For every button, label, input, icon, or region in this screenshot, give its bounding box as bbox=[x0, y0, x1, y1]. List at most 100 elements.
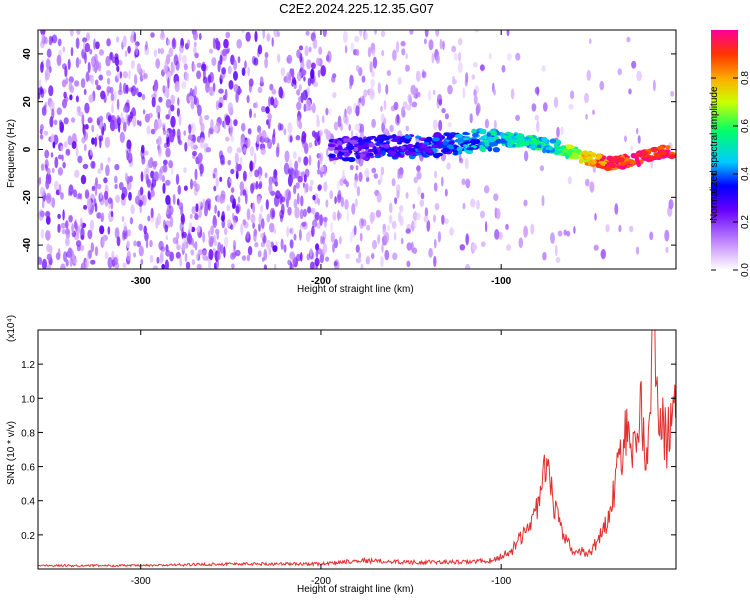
spectrogram-cell bbox=[483, 185, 490, 194]
spectrogram-cell bbox=[94, 184, 98, 196]
spectrogram-cell bbox=[536, 120, 540, 133]
spectrogram-cell bbox=[177, 135, 181, 144]
spectrogram-cell bbox=[147, 190, 151, 200]
spectrogram-cell bbox=[444, 113, 449, 120]
spectrogram-cell bbox=[144, 113, 150, 123]
spectrogram-cell bbox=[434, 170, 437, 179]
spectrogram-cell bbox=[649, 231, 654, 241]
spectrogram-cell bbox=[289, 159, 293, 170]
spectrogram-cell bbox=[342, 31, 348, 43]
spectrogram-cell bbox=[219, 196, 224, 204]
spectrogram-cell bbox=[162, 85, 166, 94]
spectrogram-cell bbox=[573, 226, 576, 234]
spectrogram-xlabel: Height of straight line (km) bbox=[297, 284, 414, 295]
spectrogram-cell bbox=[254, 30, 258, 43]
spectrogram-cell bbox=[61, 228, 66, 235]
spectrogram-cell bbox=[510, 88, 515, 100]
spectrogram-cell bbox=[323, 165, 327, 177]
spectrogram-cell bbox=[433, 182, 438, 192]
spectrogram-cell bbox=[354, 123, 361, 131]
spectrogram-cell bbox=[301, 131, 307, 143]
spectrogram-cell bbox=[114, 183, 118, 190]
spectrogram-cell bbox=[358, 97, 362, 103]
spectrogram-cell bbox=[409, 30, 414, 35]
spectrogram-cell bbox=[212, 173, 216, 179]
spectrogram-cell bbox=[259, 76, 264, 84]
spectrogram-cell bbox=[45, 215, 51, 225]
spectrogram-cell bbox=[96, 84, 102, 91]
spectrogram-cell bbox=[161, 122, 166, 128]
spectrogram-cell bbox=[264, 57, 268, 69]
spectrogram-ridge-cell bbox=[499, 139, 508, 144]
spectrogram-cell bbox=[416, 165, 421, 172]
spectrogram-cell bbox=[218, 150, 224, 160]
spectrogram-cell bbox=[271, 37, 274, 47]
spectrogram-cell bbox=[312, 219, 318, 228]
spectrogram-cell bbox=[288, 190, 291, 201]
spectrogram-cell bbox=[156, 138, 159, 145]
spectrogram-cell bbox=[144, 46, 150, 56]
spectrogram-ridge-cell bbox=[545, 149, 551, 154]
spectrogram-cell bbox=[381, 243, 384, 253]
spectrogram-cell bbox=[208, 258, 212, 269]
spectrogram-cell bbox=[129, 217, 133, 225]
spectrogram-cell bbox=[423, 215, 429, 223]
spectrogram-ridge-cell bbox=[630, 153, 637, 158]
spectrogram-cell bbox=[246, 232, 249, 240]
spectrogram-cell bbox=[114, 163, 120, 171]
spectrogram-cell bbox=[40, 61, 44, 73]
spectrogram-cell bbox=[146, 164, 150, 175]
spectrogram-cell bbox=[317, 223, 321, 229]
spectrogram-cell bbox=[274, 97, 278, 106]
spectrogram-cell bbox=[188, 124, 192, 135]
spectrogram-cell bbox=[464, 263, 471, 269]
spectrogram-cell bbox=[198, 32, 202, 41]
spectrogram-cell bbox=[267, 138, 273, 150]
spectrogram-ridge-cell bbox=[381, 150, 386, 156]
spectrogram-cell bbox=[221, 67, 227, 75]
spectrogram-ridge-cell bbox=[433, 132, 442, 138]
spectrogram-ridge-cell bbox=[432, 152, 441, 159]
spectrogram-cell bbox=[314, 257, 320, 267]
spectrogram-cell bbox=[107, 157, 111, 163]
spectrogram-ridge-cell bbox=[364, 142, 369, 148]
spectrogram-cell bbox=[104, 136, 111, 149]
spectrogram-cell bbox=[372, 239, 377, 250]
spectrogram-cell bbox=[289, 135, 293, 143]
spectrogram-ridge-cell bbox=[436, 140, 441, 147]
spectrogram-cell bbox=[628, 88, 632, 95]
spectrogram-cell bbox=[86, 198, 92, 210]
spectrogram-cell bbox=[624, 135, 627, 143]
spectrogram-cell bbox=[83, 127, 86, 138]
spectrogram-cell bbox=[65, 228, 70, 235]
spectrogram-cell bbox=[377, 82, 381, 95]
spectrogram-cell bbox=[175, 173, 180, 185]
spectrogram-cell bbox=[96, 133, 99, 140]
spectrogram-cell bbox=[464, 157, 469, 170]
spectrogram-cell bbox=[98, 135, 104, 142]
spectrogram-cell bbox=[325, 107, 329, 116]
spectrogram-cell bbox=[366, 224, 371, 231]
spectrogram-cell bbox=[123, 121, 127, 132]
spectrogram-cell bbox=[80, 244, 85, 252]
spectrogram-cell bbox=[77, 155, 83, 164]
spectrogram-cell bbox=[305, 30, 310, 36]
spectrogram-cell bbox=[542, 251, 547, 261]
spectrogram-ridge-cell bbox=[506, 142, 512, 145]
spectrogram-cell bbox=[184, 252, 188, 263]
spectrogram-ridge-cell bbox=[454, 133, 463, 139]
spectrogram-cell bbox=[256, 196, 261, 205]
spectrogram-cell bbox=[194, 168, 198, 181]
spectrogram-cell bbox=[373, 173, 378, 179]
spectrogram-cell bbox=[423, 38, 427, 45]
spectrogram-cell bbox=[133, 74, 138, 85]
spectrogram-cell bbox=[343, 179, 348, 185]
spectrogram-cell bbox=[144, 150, 149, 156]
spectrogram-cell bbox=[530, 223, 535, 235]
spectrogram-cell bbox=[269, 83, 274, 91]
spectrogram-ridge-cell bbox=[341, 157, 350, 162]
spectrogram-cell bbox=[146, 178, 151, 188]
spectrogram-cell bbox=[90, 160, 96, 169]
spectrogram-cell bbox=[294, 169, 300, 179]
spectrogram-cell bbox=[294, 160, 299, 170]
